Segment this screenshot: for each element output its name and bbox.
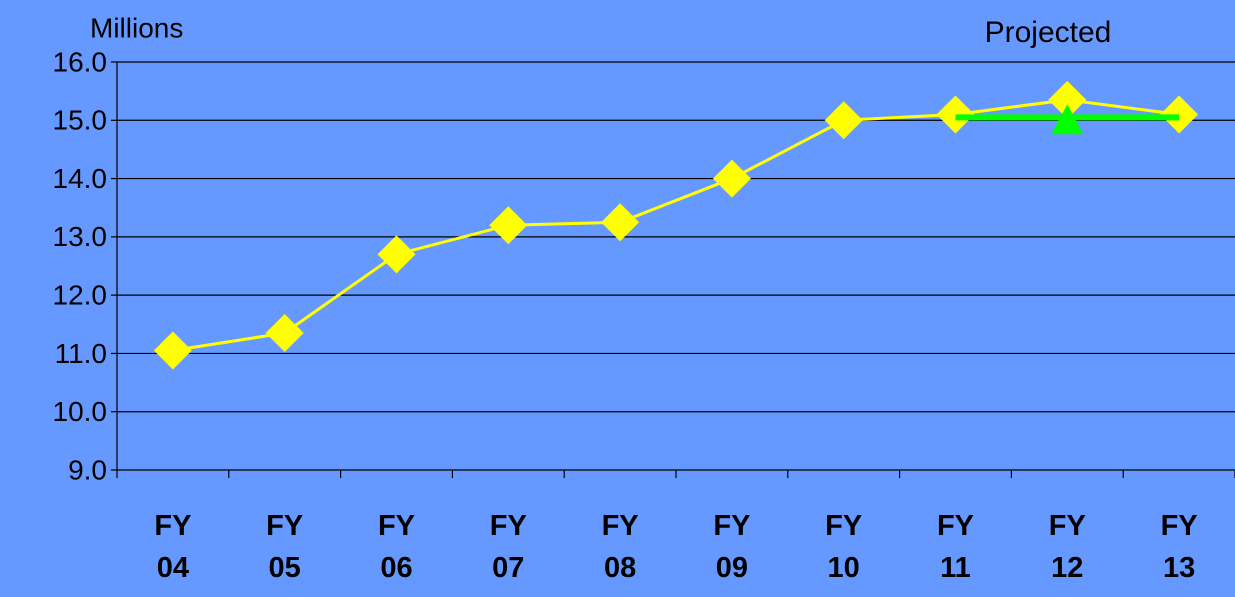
y-tick-label: 9.0 [68, 454, 107, 485]
x-tick-label: FY 05 [266, 510, 304, 584]
diamond-marker [1048, 80, 1087, 119]
y-axis-label: Millions [90, 12, 183, 43]
y-tick-label: 16.0 [53, 46, 108, 77]
x-tick-label: FY 11 [936, 510, 975, 584]
x-tick-label: FY 04 [154, 510, 192, 584]
y-tick-label: 13.0 [53, 221, 108, 252]
diamond-marker [265, 314, 304, 353]
y-tick-label: 15.0 [53, 105, 108, 136]
diamond-marker [377, 235, 416, 274]
x-tick-label: FY 10 [825, 510, 863, 584]
diamond-marker [824, 101, 863, 140]
diamond-marker [712, 159, 751, 198]
y-tick-label: 12.0 [53, 280, 108, 311]
x-tick-label: FY 08 [601, 510, 639, 584]
annotation: Projected [985, 16, 1112, 49]
y-tick-label: 14.0 [53, 163, 108, 194]
x-tick-label: FY 07 [489, 510, 527, 584]
x-tick-label: FY 13 [1160, 510, 1198, 584]
x-tick-label: FY 12 [1048, 510, 1086, 584]
series-line [172, 98, 1180, 352]
y-tick-label: 10.0 [53, 396, 108, 427]
triangle-marker [1051, 104, 1084, 135]
diamond-marker [601, 203, 640, 242]
diamond-marker [489, 206, 528, 245]
y-tick-label: 11.0 [55, 338, 107, 369]
x-tick-label: FY 06 [377, 510, 416, 584]
x-tick-label: FY 09 [713, 510, 751, 584]
diamond-marker [153, 331, 192, 370]
